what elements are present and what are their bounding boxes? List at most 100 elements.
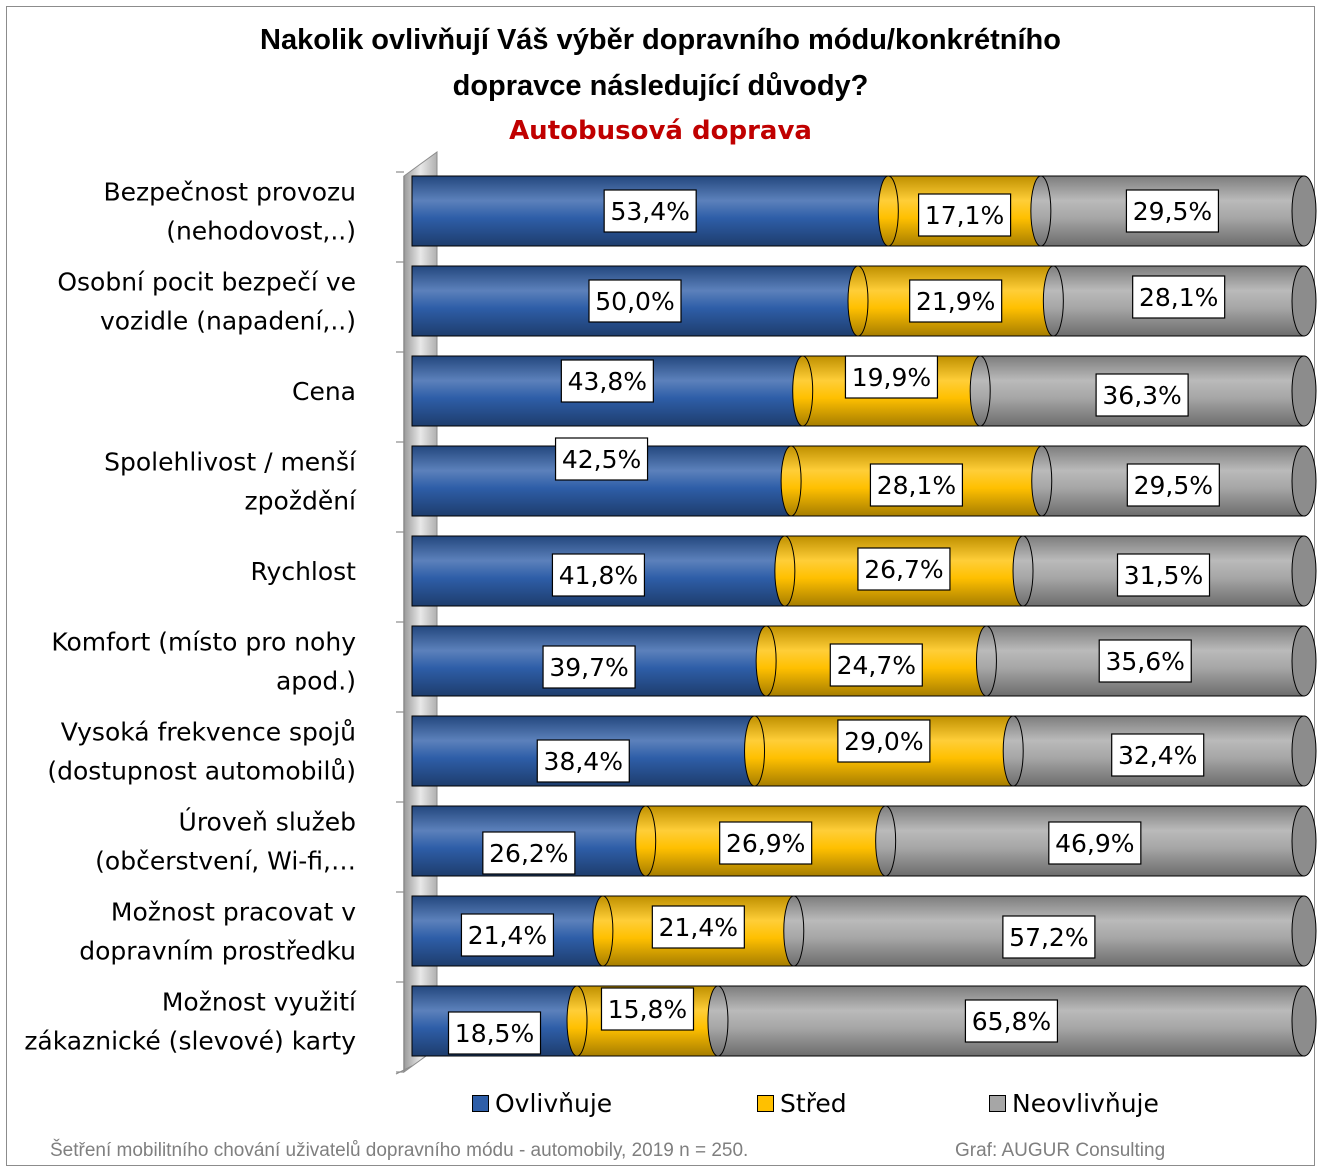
bar-divider	[755, 625, 777, 697]
category-label: Cena	[292, 377, 356, 406]
category-label: Spolehlivost / menší	[104, 448, 357, 477]
data-label: 29,0%	[844, 727, 923, 756]
bar-divider	[566, 985, 588, 1057]
data-label: 17,1%	[925, 201, 1004, 230]
data-label: 41,8%	[559, 561, 638, 590]
data-label-box	[551, 553, 646, 597]
data-label-box	[651, 905, 745, 949]
category-label: zákaznické (slevové) karty	[24, 1027, 356, 1056]
category-label: Možnost pracovat v	[111, 898, 356, 927]
legend-label-stred: Střed	[780, 1088, 847, 1118]
bar-divider	[877, 175, 899, 247]
data-label-box	[1111, 733, 1205, 777]
category-label: Úroveň služeb	[179, 807, 356, 837]
data-label-box	[1116, 553, 1211, 597]
legend-label-neovlivnuje: Neovlivňuje	[1012, 1088, 1159, 1118]
data-label-box	[536, 739, 630, 783]
data-label-box	[1098, 639, 1192, 683]
data-label: 36,3%	[1102, 381, 1181, 410]
footer-source: Šetření mobilitního chování uživatelů do…	[50, 1140, 749, 1161]
bar-divider	[780, 445, 802, 517]
data-label: 65,8%	[972, 1007, 1051, 1036]
data-label: 35,6%	[1106, 647, 1185, 676]
legend-swatch-ovlivnuje	[472, 1094, 489, 1112]
category-label: apod.)	[276, 667, 356, 696]
bar-divider	[975, 625, 997, 697]
data-label: 31,5%	[1124, 561, 1203, 590]
data-label: 57,2%	[1009, 923, 1088, 952]
bar-end-cap	[1291, 715, 1317, 787]
data-label: 42,5%	[562, 445, 641, 474]
data-label: 39,7%	[549, 653, 628, 682]
bar-end-cap	[1291, 445, 1317, 517]
data-label-box	[829, 643, 923, 687]
bar-end-cap	[1291, 805, 1317, 877]
bar-divider	[774, 535, 796, 607]
data-label-box	[1126, 463, 1220, 507]
bar-end-cap	[1291, 985, 1317, 1057]
footer-credit: Graf: AUGUR Consulting	[955, 1140, 1166, 1161]
data-label: 43,8%	[568, 367, 647, 396]
data-label-box	[482, 831, 576, 875]
category-label: (dostupnost automobilů)	[47, 757, 356, 786]
bar-divider	[1031, 445, 1053, 517]
data-label: 26,7%	[864, 555, 943, 584]
data-label-box	[588, 279, 682, 323]
data-label-box	[1132, 275, 1226, 319]
bar-divider	[875, 805, 897, 877]
data-label-box	[909, 279, 1003, 323]
data-label: 26,2%	[489, 839, 568, 868]
bar-divider	[969, 355, 991, 427]
data-label: 28,1%	[877, 471, 956, 500]
data-label: 32,4%	[1118, 741, 1197, 770]
legend-swatch-stred	[757, 1094, 774, 1112]
data-label-box	[560, 359, 654, 403]
data-label: 24,7%	[837, 651, 916, 680]
data-label: 18,5%	[455, 1019, 534, 1048]
data-label: 21,4%	[659, 913, 738, 942]
bar-divider	[592, 895, 614, 967]
data-label: 21,4%	[468, 921, 547, 950]
data-label: 29,5%	[1133, 197, 1212, 226]
category-label: Možnost využití	[162, 988, 357, 1017]
category-label: dopravním prostředku	[79, 937, 356, 966]
category-label: zpoždění	[245, 487, 358, 516]
bar-end-cap	[1291, 175, 1317, 247]
legend-item-ovlivnuje: Ovlivňuje	[472, 1086, 612, 1120]
data-label-box	[964, 999, 1059, 1043]
data-label: 19,9%	[852, 363, 931, 392]
chart-title-line-1: Nakolik ovlivňují Váš výběr dopravního m…	[260, 24, 1061, 56]
data-label-box	[460, 913, 555, 957]
bar-end-cap	[1291, 355, 1317, 427]
category-label: Osobní pocit bezpečí ve	[57, 268, 356, 297]
bar-divider	[707, 985, 729, 1057]
bar-divider	[847, 265, 869, 337]
bar-divider	[1012, 535, 1034, 607]
bar-divider	[783, 895, 805, 967]
category-label: (občerstvení, Wi-fi,…	[95, 847, 356, 876]
axis-floor-line	[395, 1065, 413, 1075]
data-label-box	[1125, 189, 1220, 233]
chart-title-line-2: dopravce následující důvody?	[452, 70, 869, 102]
data-label: 53,4%	[610, 197, 689, 226]
bar-divider	[1002, 715, 1024, 787]
category-label: (nehodovost,..)	[166, 217, 356, 246]
data-label: 21,9%	[916, 287, 995, 316]
chart-subtitle: Autobusová doprava	[509, 116, 812, 146]
bar-end-cap	[1291, 265, 1317, 337]
data-label-box	[1095, 373, 1189, 417]
data-label-box	[917, 193, 1012, 237]
data-label-box	[554, 437, 649, 481]
category-label: Bezpečnost provozu	[103, 178, 356, 207]
bar-divider	[1042, 265, 1064, 337]
bar-divider	[792, 355, 814, 427]
category-label: Komfort (místo pro nohy	[51, 628, 356, 657]
legend-item-stred: Střed	[757, 1086, 847, 1120]
data-label: 15,8%	[608, 995, 687, 1024]
data-label: 38,4%	[544, 747, 623, 776]
legend-swatch-neovlivnuje	[989, 1094, 1006, 1112]
data-label-box	[837, 719, 931, 763]
bar-divider	[744, 715, 766, 787]
data-label: 26,9%	[726, 829, 805, 858]
